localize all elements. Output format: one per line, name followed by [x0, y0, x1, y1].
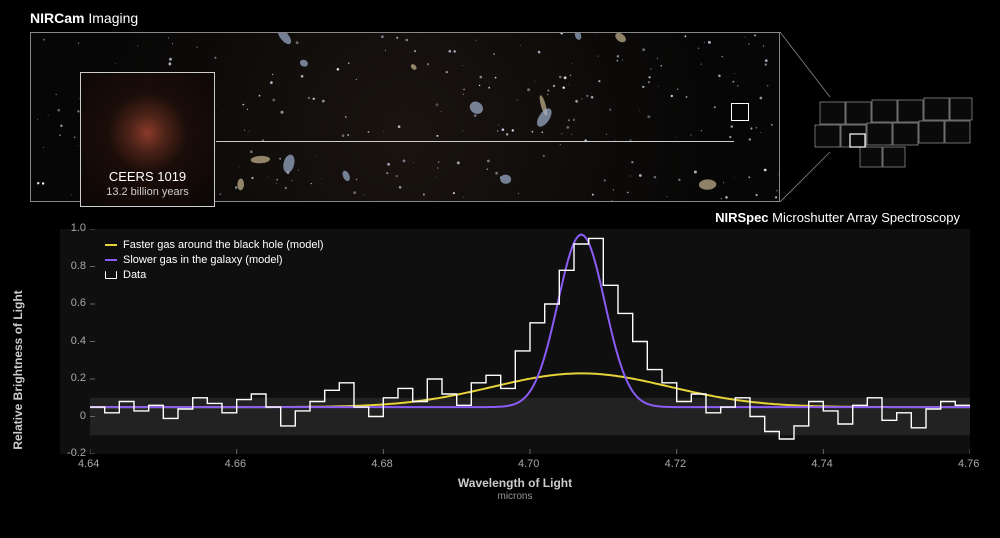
x-axis-label-group: Wavelength of Light microns	[60, 476, 970, 502]
y-tick-label: 0.6	[64, 297, 86, 309]
x-tick-label: 4.72	[665, 458, 686, 470]
nircam-title: NIRCam Imaging	[30, 10, 970, 26]
legend-item: Data	[105, 269, 324, 281]
legend-label: Faster gas around the black hole (model)	[123, 239, 324, 251]
nircam-title-rest: Imaging	[84, 10, 138, 26]
spectrum-chart: Faster gas around the black hole (model)…	[60, 229, 970, 454]
x-tick-label: 4.64	[78, 458, 99, 470]
zoom-connector-line	[216, 141, 734, 142]
x-tick-label: 4.76	[958, 458, 979, 470]
x-axis-units: microns	[60, 491, 970, 502]
imaging-container: CEERS 1019 13.2 billion years	[30, 32, 970, 202]
x-tick-label: 4.66	[225, 458, 246, 470]
nircam-title-bold: NIRCam	[30, 10, 84, 26]
legend-swatch	[105, 244, 117, 246]
legend-label: Slower gas in the galaxy (model)	[123, 254, 283, 266]
nirspec-title-bold: NIRSpec	[715, 210, 768, 225]
x-tick-label: 4.74	[811, 458, 832, 470]
y-axis-label: Relative Brightness of Light	[11, 290, 25, 449]
target-indicator-box	[731, 103, 749, 121]
x-axis-label: Wavelength of Light	[60, 476, 970, 490]
legend-item: Slower gas in the galaxy (model)	[105, 254, 324, 266]
object-name-label: CEERS 1019	[109, 169, 186, 184]
y-tick-label: 0.2	[64, 372, 86, 384]
field-to-mosaic-lines	[780, 32, 840, 202]
y-tick-label: 0	[64, 410, 86, 422]
zoom-inset-box: CEERS 1019 13.2 billion years	[80, 72, 215, 207]
chart-legend: Faster gas around the black hole (model)…	[105, 239, 324, 284]
x-tick-label: 4.70	[518, 458, 539, 470]
legend-item: Faster gas around the black hole (model)	[105, 239, 324, 251]
y-tick-label: 0.8	[64, 260, 86, 272]
object-age-label: 13.2 billion years	[106, 186, 189, 198]
nirspec-title-rest: Microshutter Array Spectroscopy	[769, 210, 960, 225]
x-tick-label: 4.68	[371, 458, 392, 470]
legend-label: Data	[123, 269, 146, 281]
legend-swatch	[105, 259, 117, 261]
y-tick-label: 0.4	[64, 335, 86, 347]
y-tick-label: 1.0	[64, 222, 86, 234]
nirspec-title: NIRSpec Microshutter Array Spectroscopy	[60, 210, 960, 225]
legend-swatch	[105, 271, 117, 279]
